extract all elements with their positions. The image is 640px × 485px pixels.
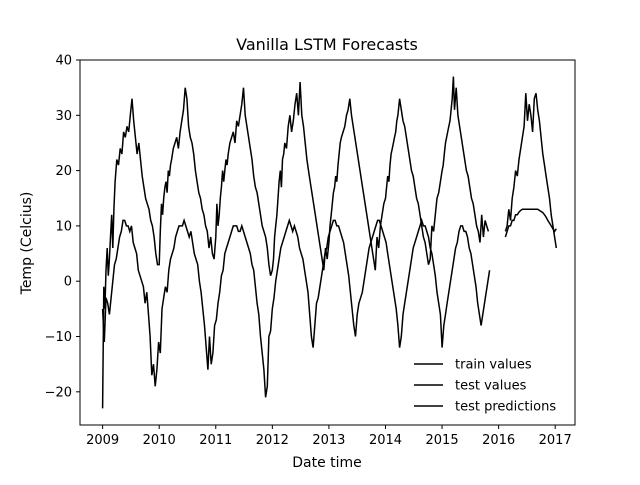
x-tick-label: 2017	[539, 433, 572, 448]
y-tick-label: 20	[55, 164, 72, 179]
series-line-test-predictions	[504, 208, 557, 238]
y-tick-label: −20	[45, 385, 72, 400]
x-tick-label: 2010	[143, 433, 176, 448]
y-tick-label: 30	[55, 109, 72, 124]
y-tick-label: 10	[55, 219, 72, 234]
x-tick-label: 2013	[312, 433, 345, 448]
x-tick-label: 2009	[86, 433, 119, 448]
y-axis: −20 −10 0 10 20 30 40	[45, 54, 80, 400]
x-axis: 2009 2010 2011 2012 2013 2014 2015 2016 2017	[86, 425, 572, 448]
y-tick-label: 0	[64, 275, 72, 290]
y-tick-label: −10	[45, 330, 72, 345]
legend-label: test predictions	[455, 400, 556, 415]
plot-area	[101, 76, 558, 409]
series-line-test-values	[504, 92, 558, 249]
x-tick-label: 2015	[426, 433, 459, 448]
x-tick-label: 2016	[482, 433, 515, 448]
series-line-series-3	[101, 217, 491, 398]
legend-label: test values	[455, 379, 527, 394]
legend-label: train values	[455, 358, 532, 373]
series-line-train-values	[101, 76, 490, 409]
x-tick-label: 2011	[199, 433, 232, 448]
x-axis-label: Date time	[292, 455, 362, 471]
x-tick-label: 2014	[369, 433, 402, 448]
y-axis-label: Temp (Celcius)	[19, 192, 35, 296]
x-tick-label: 2012	[256, 433, 289, 448]
chart-title: Vanilla LSTM Forecasts	[236, 35, 418, 54]
y-tick-label: 40	[55, 54, 72, 69]
legend: train values test values test predictions	[414, 358, 556, 415]
axes-frame	[79, 59, 576, 426]
